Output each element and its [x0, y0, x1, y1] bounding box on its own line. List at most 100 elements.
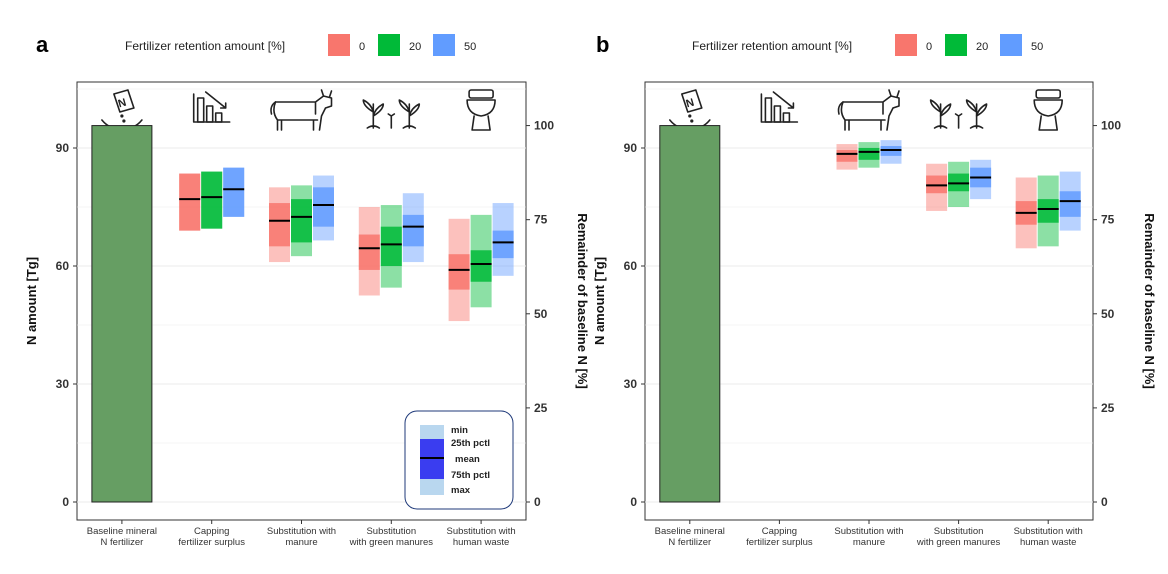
xtick-label: Baseline mineral [87, 526, 157, 537]
legend-label-50: 50 [1031, 41, 1043, 53]
legend-label-20: 20 [976, 41, 988, 53]
bar [196, 97, 205, 123]
arrow [204, 91, 227, 109]
xtick-label: Substitution [934, 526, 984, 537]
range-box-inner-0 [448, 254, 470, 290]
xtick-label: fertilizer surplus [746, 537, 813, 548]
range-box-inner-20 [201, 171, 223, 229]
bowl [1033, 99, 1063, 117]
bar-decline-icon [192, 91, 231, 123]
legend-swatch-0 [328, 34, 350, 56]
xtick-label: manure [853, 537, 885, 548]
ytick-label: 0 [62, 495, 69, 509]
tank [468, 89, 494, 99]
ytick-label: 0 [630, 495, 637, 509]
leaf [408, 103, 421, 117]
xtick-label: human waste [1020, 537, 1077, 548]
leaf [372, 103, 385, 117]
legend-label-0: 0 [359, 41, 365, 53]
range-box-inner-0 [269, 203, 290, 247]
y2tick-label: 25 [534, 401, 548, 415]
root [969, 125, 984, 129]
legend-swatch-20 [945, 34, 967, 56]
xtick-label: manure [285, 537, 317, 548]
leaf [975, 103, 988, 117]
box-legend-p25: 25th pctl [451, 438, 490, 449]
xtick-label: Baseline mineral [655, 526, 725, 537]
grain [690, 119, 694, 123]
ytick-label: 30 [624, 377, 638, 391]
horns [320, 89, 333, 98]
ytick-label: 90 [624, 141, 638, 155]
y2tick-label: 100 [534, 119, 554, 133]
bowl [466, 99, 496, 117]
y2-axis-title: Remainder of baseline N [%] [1142, 213, 1157, 389]
y2tick-label: 100 [1101, 119, 1121, 133]
y-axis-title: N amount [Tg] [592, 257, 607, 345]
leaf [929, 99, 942, 113]
panel-a: a Fertilizer retention amount [%] 0 20 5… [24, 32, 590, 548]
ytick-label: 90 [56, 141, 70, 155]
bag-letter: N [685, 97, 696, 111]
sprout [387, 113, 396, 129]
legend-swatch-20 [378, 34, 400, 56]
range-box-inner-50 [1059, 191, 1081, 217]
xtick-label: Substitution with [447, 526, 516, 537]
y-axis-title: N amount [Tg] [24, 257, 39, 345]
bar [782, 112, 791, 123]
range-box-inner-20 [380, 226, 402, 266]
toilet-icon [466, 89, 496, 131]
leaf [939, 103, 952, 117]
tail [270, 101, 277, 115]
green-manure-plants-icon [929, 99, 988, 129]
xtick-label: with green manures [916, 537, 1001, 548]
y2-axis-title: Remainder of baseline N [%] [575, 213, 590, 389]
legend-label-20: 20 [409, 41, 421, 53]
range-box-inner-20 [291, 199, 312, 243]
baseline-bar [91, 125, 153, 503]
green-manure-plants-icon [362, 99, 421, 129]
legend-title: Fertilizer retention amount [%] [692, 39, 852, 53]
range-box-inner-50 [492, 230, 514, 259]
box-legend-mean: mean [455, 454, 480, 465]
bar [764, 97, 773, 123]
y2tick-label: 50 [534, 307, 548, 321]
bar [214, 112, 223, 123]
panel-a-label: a [36, 32, 49, 57]
root [402, 125, 417, 129]
ytick-label: 30 [56, 377, 70, 391]
grain [688, 114, 692, 118]
legend-title: Fertilizer retention amount [%] [125, 39, 285, 53]
range-box-inner-50 [223, 167, 245, 217]
bar [773, 105, 782, 123]
base [1038, 115, 1058, 131]
range-box-inner-20 [858, 148, 880, 160]
xtick-label: Substitution with [834, 526, 903, 537]
cow-icon [837, 89, 900, 131]
plot-b: 0 30 60 90 0 25 50 75 100 N amount [Tg] Remainder … [592, 81, 1157, 548]
legend-swatch-50 [433, 34, 455, 56]
y2tick-label: 75 [534, 213, 548, 227]
legend-swatch-0 [895, 34, 917, 56]
grain [120, 114, 124, 118]
bag-shape [113, 89, 135, 113]
xtick-label: Substitution with [1014, 526, 1083, 537]
range-box-inner-50 [313, 187, 334, 227]
panel-b: b Fertilizer retention amount [%] 0 20 5… [592, 32, 1157, 548]
xtick-label: Substitution [366, 526, 416, 537]
xtick-label: N fertilizer [101, 537, 144, 548]
range-box-inner-0 [179, 173, 201, 231]
y2tick-label: 0 [1101, 495, 1108, 509]
legend-b: Fertilizer retention amount [%] 0 20 50 [692, 34, 1043, 56]
y2tick-label: 75 [1101, 213, 1115, 227]
ytick-label: 60 [56, 259, 70, 273]
box-legend-p75: 75th pctl [451, 470, 490, 481]
xtick-label: with green manures [349, 537, 434, 548]
cow-icon [270, 89, 333, 131]
grain [122, 119, 126, 123]
leaf [398, 99, 411, 113]
root [366, 125, 381, 129]
root [933, 125, 948, 129]
bar-decline-icon [760, 91, 799, 123]
